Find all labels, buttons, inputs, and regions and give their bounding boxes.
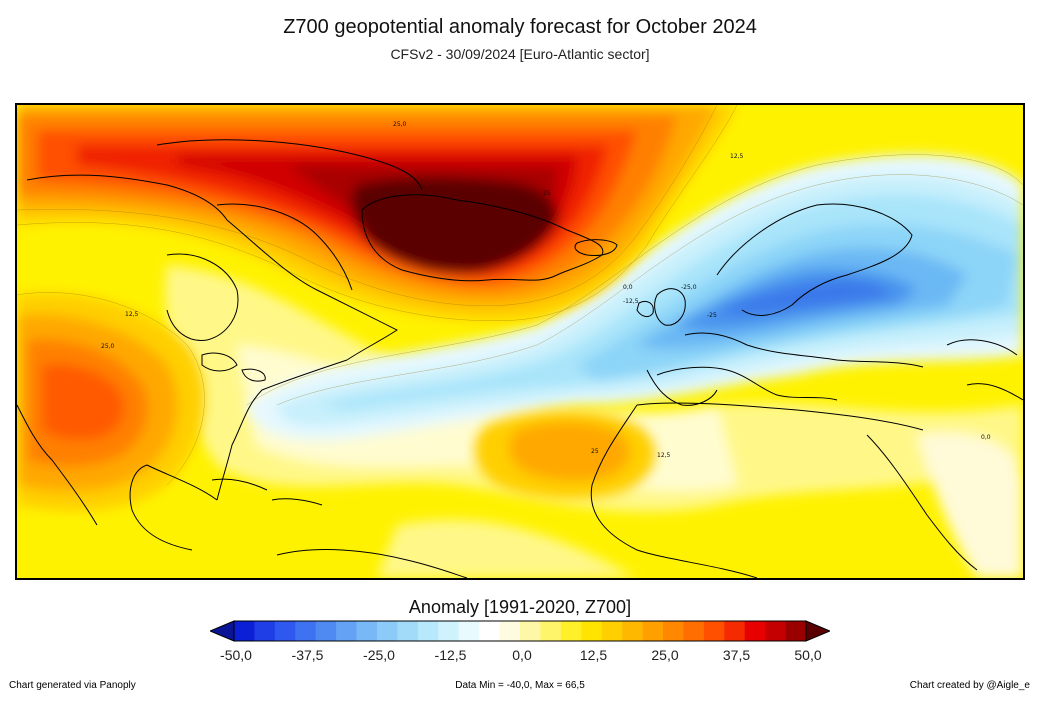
colorbar-tick-label: 12,5 [579,647,608,663]
iceland-coast [574,239,618,256]
colorbar-cell [683,621,705,641]
colorbar-tick-label: 25,0 [651,647,679,663]
colorbar-cell [765,621,786,641]
contour-label: 25 [591,448,599,455]
colorbar-cell [601,621,623,641]
colorbar-low-arrow [208,620,235,642]
negative-anomaly-area [247,154,1023,441]
footer-credit: Chart created by @Aigle_e [909,680,1030,691]
colorbar-cell [560,621,582,641]
colorbar-cell [724,621,746,641]
footer-generator: Chart generated via Panoply [9,680,136,691]
colorbar-cell [744,621,766,641]
anomaly-map-svg: 25,0 12,5 12,5 25,0 0,0 -12,5 -25,0 -25 … [17,105,1023,578]
positive-anomaly-east-atlantic [474,410,656,500]
colorbar-cell [315,621,337,641]
contour-label: -25 [707,312,717,319]
contour-label: 0,0 [623,284,633,291]
page-subtitle: CFSv2 - 30/09/2024 [Euro-Atlantic sector… [390,46,650,62]
contour-label: -25,0 [681,284,697,291]
colorbar-tick-label: -25,0 [363,647,395,663]
colorbar-cell [479,621,500,641]
colorbar [208,620,832,642]
colorbar-cell [336,621,357,641]
greenland-coast [361,194,604,282]
positive-anomaly-north [17,105,737,321]
anomaly-map: 25,0 12,5 12,5 25,0 0,0 -12,5 -25,0 -25 … [15,103,1025,580]
colorbar-tick-label: -37,5 [291,647,324,663]
contour-label: 12,5 [125,311,139,318]
contour-label: 25 [543,190,551,197]
colorbar-cell [499,621,521,641]
colorbar-high-arrow [805,620,832,642]
contour-label: 25,0 [101,343,115,350]
colorbar-cell [295,621,317,641]
colorbar-cell [622,621,643,641]
colorbar-cell [274,621,296,641]
contour-lines [17,105,1023,486]
contour-label: 12,5 [657,452,671,459]
colorbar-tick-label: -12,5 [434,647,467,663]
colorbar-tick-label: 0,0 [512,647,532,663]
page-title: Z700 geopotential anomaly forecast for O… [283,16,757,38]
colorbar-cell [520,621,541,641]
coastlines [17,139,1023,578]
colorbar-cell [785,621,807,641]
colorbar-cell [377,621,398,641]
colorbar-cell [642,621,664,641]
colorbar-cell [234,621,255,641]
colorbar-cell [438,621,460,641]
colorbar-cell [581,621,603,641]
colorbar-cell [663,621,684,641]
contour-label: 0,0 [981,434,991,441]
colorbar-cell [540,621,562,641]
colorbar-svg [208,620,832,642]
colorbar-cell [397,621,419,641]
colorbar-cell [703,621,725,641]
contour-label-group: 25,0 12,5 12,5 25,0 0,0 -12,5 -25,0 -25 … [101,121,991,459]
colorbar-tick-label: 50,0 [794,647,822,663]
contour-label: -12,5 [623,298,639,305]
footer-data-range: Data Min = -40,0, Max = 66,5 [455,680,585,691]
contour-label: 25,0 [393,121,407,128]
colorbar-outline [233,620,807,642]
colorbar-tick-label: 37,5 [722,647,751,663]
colorbar-tick-label: -50,0 [220,647,252,663]
colorbar-cell [458,621,480,641]
colorbar-cell [356,621,378,641]
contour-label: 12,5 [730,153,744,160]
colorbar-title: Anomaly [1991-2020, Z700] [408,597,632,617]
colorbar-cell [254,621,276,641]
colorbar-cell [417,621,439,641]
positive-anomaly-west [17,292,205,511]
